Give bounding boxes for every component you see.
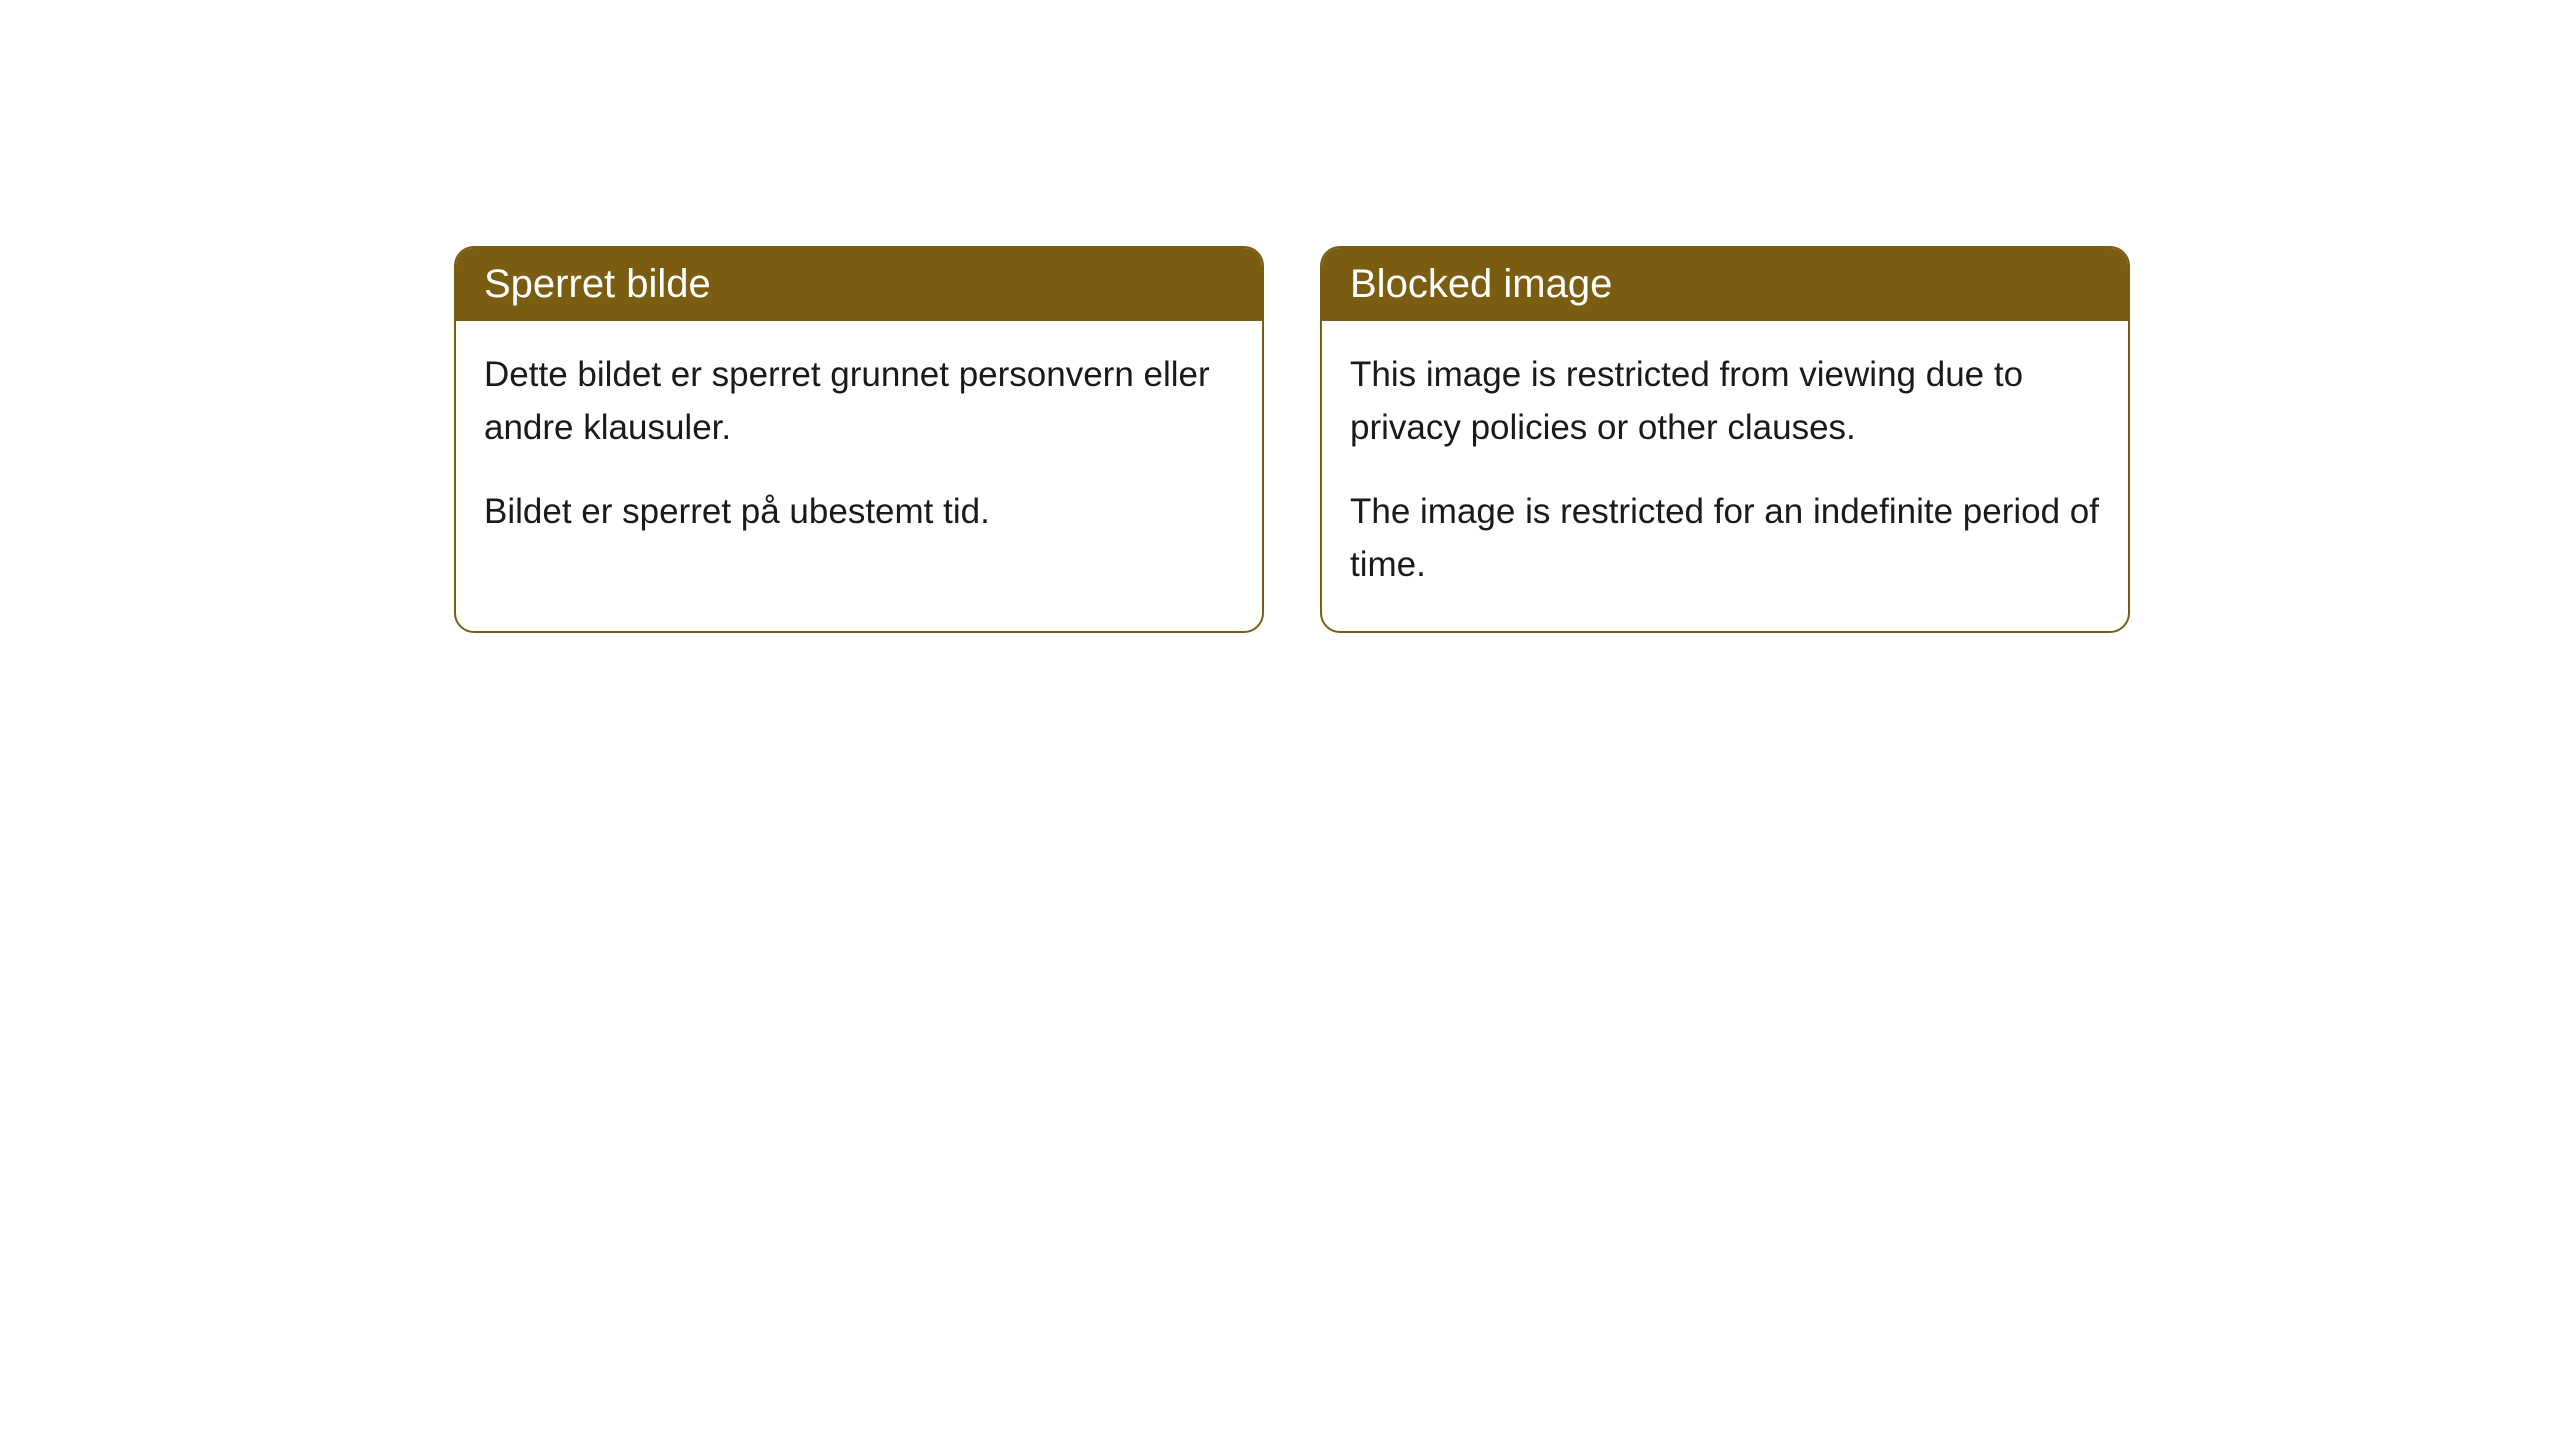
notice-card-english: Blocked image This image is restricted f… [1320,246,2130,633]
card-header: Sperret bilde [456,248,1262,321]
notice-paragraph: Dette bildet er sperret grunnet personve… [484,349,1234,454]
notice-card-norwegian: Sperret bilde Dette bildet er sperret gr… [454,246,1264,633]
card-title: Sperret bilde [484,262,711,306]
card-body: This image is restricted from viewing du… [1322,321,2128,631]
notice-paragraph: Bildet er sperret på ubestemt tid. [484,486,1234,539]
notice-paragraph: The image is restricted for an indefinit… [1350,486,2100,591]
card-header: Blocked image [1322,248,2128,321]
notice-paragraph: This image is restricted from viewing du… [1350,349,2100,454]
card-body: Dette bildet er sperret grunnet personve… [456,321,1262,579]
notice-container: Sperret bilde Dette bildet er sperret gr… [0,0,2560,633]
card-title: Blocked image [1350,262,1612,306]
